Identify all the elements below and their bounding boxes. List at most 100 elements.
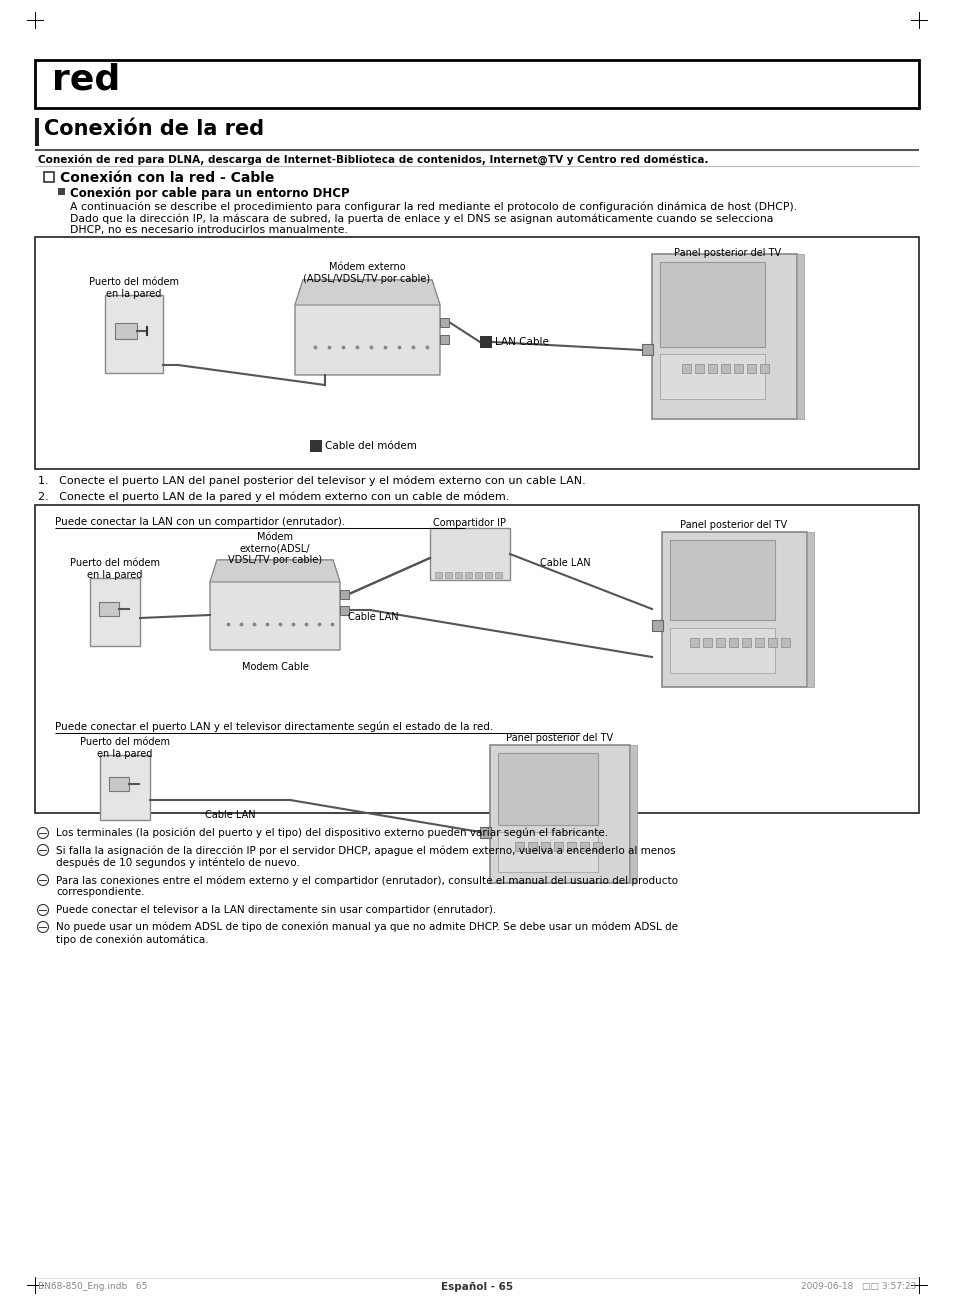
Bar bbox=[99, 603, 119, 616]
Text: Los terminales (la posición del puerto y el tipo) del dispositivo externo pueden: Los terminales (la posición del puerto y… bbox=[56, 828, 607, 838]
Bar bbox=[35, 118, 39, 145]
Bar bbox=[100, 755, 150, 820]
Bar bbox=[796, 254, 803, 419]
Text: Puerto del módem
en la pared: Puerto del módem en la pared bbox=[89, 276, 179, 299]
Bar bbox=[435, 572, 441, 578]
Bar bbox=[741, 638, 750, 647]
Text: Para las conexiones entre el módem externo y el compartidor (enrutador), consult: Para las conexiones entre el módem exter… bbox=[56, 875, 678, 897]
Bar bbox=[479, 335, 492, 348]
Text: Conexión de red para DLNA, descarga de Internet-Biblioteca de contenidos, Intern: Conexión de red para DLNA, descarga de I… bbox=[38, 155, 708, 165]
Circle shape bbox=[37, 828, 49, 838]
Text: LAN Cable: LAN Cable bbox=[495, 337, 548, 347]
Bar bbox=[464, 572, 472, 578]
Bar bbox=[115, 324, 137, 339]
Text: 2009-06-18   □□ 3:57:23: 2009-06-18 □□ 3:57:23 bbox=[800, 1282, 915, 1290]
Bar bbox=[554, 842, 562, 852]
Bar bbox=[35, 60, 918, 107]
Text: Modem Cable: Modem Cable bbox=[241, 662, 308, 672]
Text: Español - 65: Español - 65 bbox=[440, 1282, 513, 1292]
Bar bbox=[339, 590, 349, 599]
Bar bbox=[35, 237, 918, 469]
Bar bbox=[733, 364, 742, 373]
Polygon shape bbox=[294, 280, 439, 305]
Text: Panel posterior del TV: Panel posterior del TV bbox=[506, 734, 613, 743]
Bar bbox=[702, 638, 711, 647]
Text: Panel posterior del TV: Panel posterior del TV bbox=[674, 248, 781, 258]
Bar bbox=[540, 842, 550, 852]
Bar bbox=[760, 364, 768, 373]
Bar bbox=[661, 532, 806, 686]
Bar bbox=[651, 620, 662, 631]
Text: A continuación se describe el procedimiento para configurar la red mediante el p: A continuación se describe el procedimie… bbox=[70, 200, 797, 211]
Bar bbox=[310, 440, 322, 452]
Bar bbox=[430, 528, 510, 580]
Bar bbox=[44, 172, 54, 182]
Bar bbox=[497, 832, 598, 872]
Bar bbox=[495, 572, 501, 578]
Text: Puerto del módem
en la pared: Puerto del módem en la pared bbox=[70, 558, 160, 579]
Text: 1.   Conecte el puerto LAN del panel posterior del televisor y el módem externo : 1. Conecte el puerto LAN del panel poste… bbox=[38, 476, 585, 486]
Bar bbox=[339, 607, 349, 614]
Bar bbox=[629, 745, 637, 883]
Polygon shape bbox=[210, 559, 339, 650]
Bar bbox=[579, 842, 588, 852]
Text: Conexión por cable para un entorno DHCP: Conexión por cable para un entorno DHCP bbox=[70, 187, 349, 200]
Bar bbox=[720, 364, 729, 373]
Bar bbox=[806, 532, 813, 686]
Text: Puerto del módem
en la pared: Puerto del módem en la pared bbox=[80, 738, 170, 758]
Bar bbox=[105, 295, 163, 373]
Polygon shape bbox=[210, 559, 339, 582]
Bar bbox=[681, 364, 690, 373]
Bar bbox=[767, 638, 776, 647]
Bar bbox=[90, 578, 140, 646]
Text: 2.   Conecte el puerto LAN de la pared y el módem externo con un cable de módem.: 2. Conecte el puerto LAN de la pared y e… bbox=[38, 491, 509, 502]
Bar bbox=[659, 354, 764, 400]
Bar bbox=[444, 572, 452, 578]
Text: Cable del módem: Cable del módem bbox=[325, 441, 416, 451]
Bar bbox=[695, 364, 703, 373]
Text: DHCP, no es necesario introducirlos manualmente.: DHCP, no es necesario introducirlos manu… bbox=[70, 225, 348, 234]
Text: red: red bbox=[52, 63, 120, 97]
Bar bbox=[728, 638, 738, 647]
Bar bbox=[515, 842, 523, 852]
Bar bbox=[746, 364, 755, 373]
Text: 2: 2 bbox=[313, 441, 318, 451]
Bar bbox=[439, 318, 449, 328]
Bar bbox=[58, 189, 65, 195]
Bar bbox=[781, 638, 789, 647]
Bar bbox=[490, 745, 629, 883]
Bar bbox=[439, 335, 449, 345]
Bar bbox=[566, 842, 576, 852]
Text: Puede conectar la LAN con un compartidor (enrutador).: Puede conectar la LAN con un compartidor… bbox=[55, 517, 345, 527]
Text: Dado que la dirección IP, la máscara de subred, la puerta de enlace y el DNS se : Dado que la dirección IP, la máscara de … bbox=[70, 214, 773, 224]
Bar bbox=[689, 638, 699, 647]
Circle shape bbox=[37, 921, 49, 933]
Bar bbox=[669, 540, 774, 620]
Bar bbox=[497, 753, 598, 825]
Text: Puede conectar el televisor a la LAN directamente sin usar compartidor (enrutado: Puede conectar el televisor a la LAN dir… bbox=[56, 905, 496, 914]
Bar bbox=[754, 638, 763, 647]
Text: Conexión con la red - Cable: Conexión con la red - Cable bbox=[60, 172, 274, 185]
Bar bbox=[593, 842, 601, 852]
Text: Cable LAN: Cable LAN bbox=[348, 612, 398, 622]
Text: Compartidor IP: Compartidor IP bbox=[433, 517, 506, 528]
Bar bbox=[35, 504, 918, 814]
Polygon shape bbox=[294, 280, 439, 375]
Text: Módem externo
(ADSL/VDSL/TV por cable): Módem externo (ADSL/VDSL/TV por cable) bbox=[303, 262, 430, 283]
Bar bbox=[651, 254, 796, 419]
Text: 1: 1 bbox=[482, 337, 489, 346]
Bar bbox=[527, 842, 537, 852]
Bar bbox=[659, 262, 764, 347]
Bar bbox=[641, 345, 652, 355]
Text: Cable LAN: Cable LAN bbox=[205, 810, 255, 820]
Bar bbox=[669, 627, 774, 673]
Circle shape bbox=[37, 904, 49, 916]
Text: Módem
externo(ADSL/
VDSL/TV por cable): Módem externo(ADSL/ VDSL/TV por cable) bbox=[228, 532, 322, 565]
Bar bbox=[716, 638, 724, 647]
Circle shape bbox=[37, 845, 49, 855]
Bar bbox=[109, 777, 129, 791]
Text: Conexión de la red: Conexión de la red bbox=[44, 119, 264, 139]
Text: Si falla la asignación de la dirección IP por el servidor DHCP, apague el módem : Si falla la asignación de la dirección I… bbox=[56, 845, 675, 867]
Text: Panel posterior del TV: Panel posterior del TV bbox=[679, 520, 787, 531]
Text: Cable LAN: Cable LAN bbox=[539, 558, 590, 569]
